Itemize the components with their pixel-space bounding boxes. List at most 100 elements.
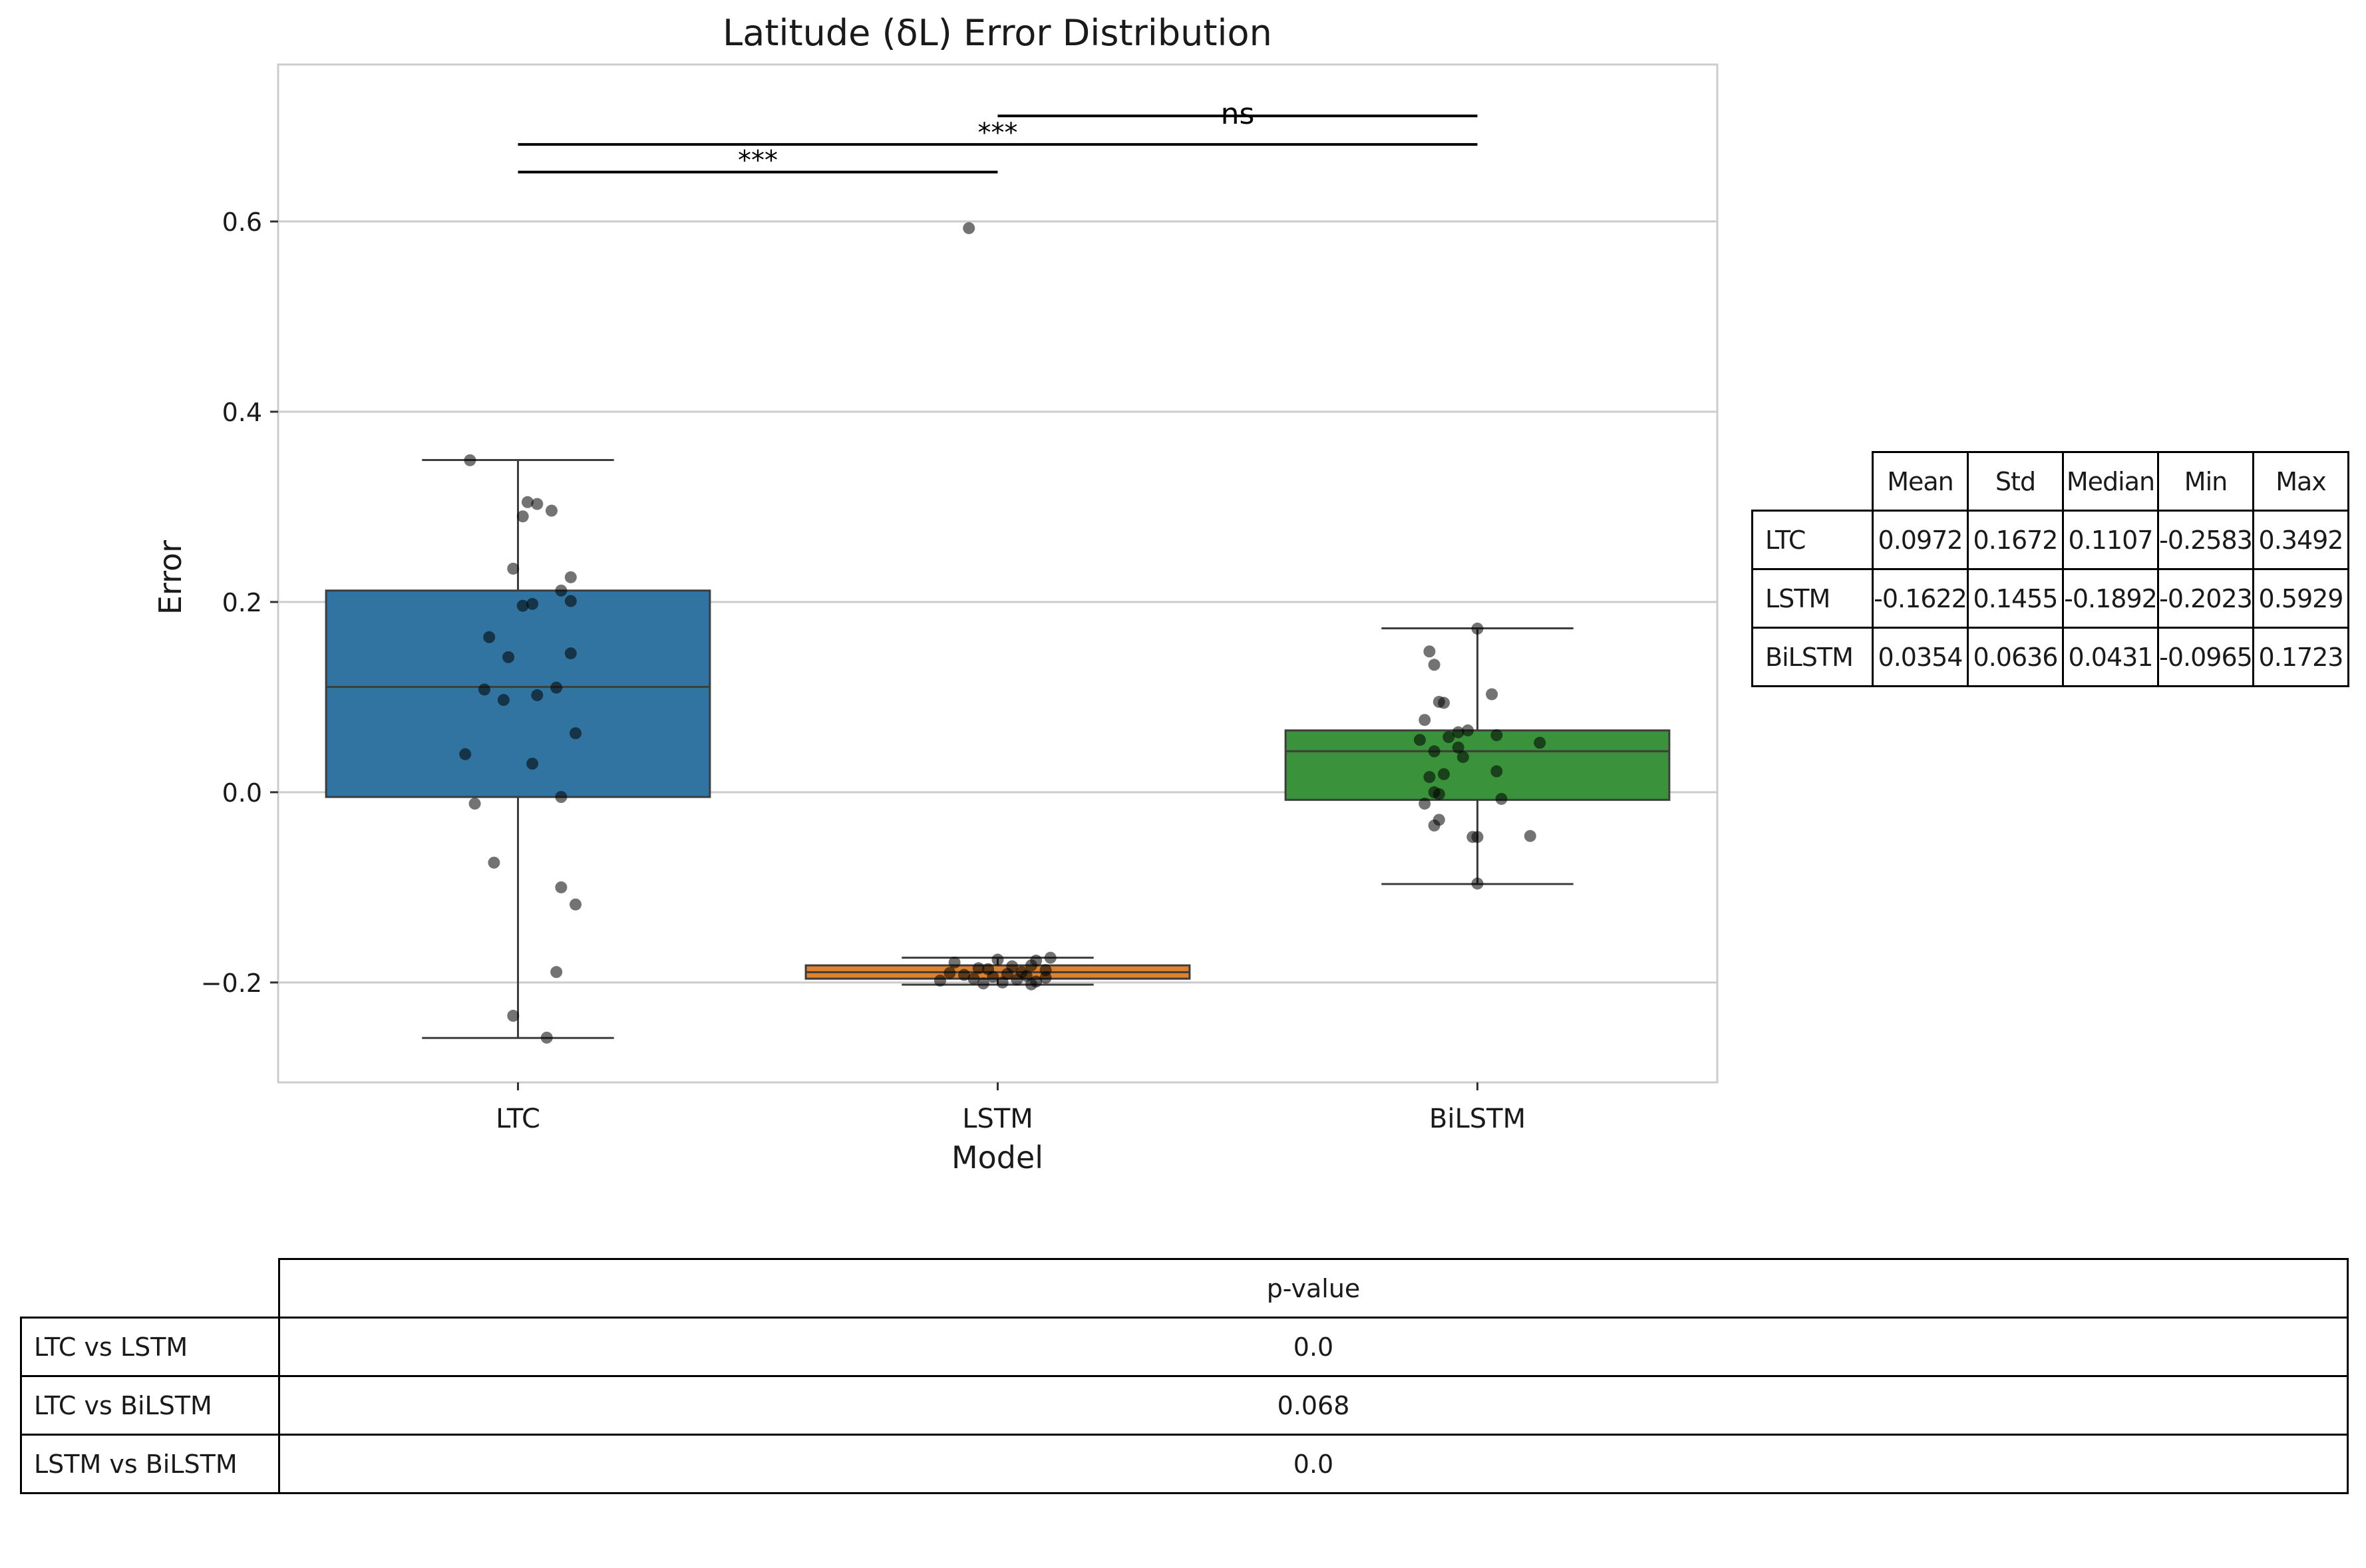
- x-tick-label: LTC: [496, 1104, 540, 1134]
- pvalue-corner-cell: [21, 1259, 280, 1319]
- stats-cell: 0.1672: [1967, 510, 2064, 570]
- stats-cell: -0.1892: [2062, 568, 2159, 629]
- data-point: [555, 881, 568, 893]
- data-point: [948, 956, 961, 969]
- data-point: [526, 597, 539, 610]
- data-point: [1534, 736, 1546, 749]
- data-point: [1442, 730, 1455, 743]
- stats-cell: 0.0636: [1967, 627, 2064, 687]
- data-point: [1423, 771, 1436, 783]
- plot-frame: [277, 63, 1719, 1084]
- y-tick-label: 0.4: [222, 398, 262, 427]
- stats-cell: 0.1455: [1967, 568, 2064, 629]
- stats-row: BiLSTM 0.0354 0.0636 0.0431 -0.0965 0.17…: [1751, 627, 2349, 687]
- box-iqr: [325, 589, 711, 798]
- box-lstm: [804, 957, 1191, 986]
- stats-cell: -0.2023: [2157, 568, 2254, 629]
- data-point: [1428, 745, 1440, 758]
- data-point: [550, 681, 563, 694]
- box-iqr: [1284, 729, 1671, 801]
- significance-label: ns: [1221, 97, 1255, 131]
- data-point: [1428, 819, 1440, 832]
- stats-row-label: BiLSTM: [1751, 627, 1874, 687]
- stats-corner-cell: [1752, 452, 1874, 512]
- significance-annotations: *** *** ns: [518, 97, 1478, 176]
- data-point: [1452, 726, 1464, 738]
- data-point: [555, 584, 568, 597]
- box-ltc: [325, 459, 711, 1039]
- data-point: [972, 962, 985, 975]
- data-point: [1438, 768, 1450, 780]
- stats-header-cell: Std: [1967, 451, 2064, 512]
- chart-title: Latitude (δL) Error Distribution: [723, 12, 1272, 54]
- stats-cell: 0.1107: [2062, 510, 2159, 570]
- pvalue-header-row: p-value: [21, 1258, 2349, 1319]
- data-point: [459, 748, 472, 760]
- data-point: [531, 689, 544, 702]
- data-point: [1490, 765, 1503, 778]
- pvalue-row-label: LSTM vs BiLSTM: [20, 1434, 280, 1494]
- stats-header-cell: Min: [2157, 451, 2254, 512]
- data-point: [1438, 697, 1450, 709]
- data-point: [991, 953, 1004, 966]
- data-point: [570, 898, 582, 911]
- stats-row-label: LTC: [1751, 510, 1874, 570]
- data-point: [1419, 798, 1431, 810]
- x-tick-label: BiLSTM: [1429, 1104, 1526, 1134]
- data-point: [516, 599, 529, 612]
- data-point: [1419, 714, 1431, 726]
- significance-label: ***: [738, 146, 778, 176]
- data-point: [1025, 978, 1037, 991]
- y-tick-label: 0.0: [222, 778, 262, 808]
- x-tick-label: LSTM: [962, 1104, 1033, 1134]
- stats-cell: 0.0431: [2062, 627, 2159, 687]
- data-point: [507, 1009, 520, 1022]
- data-point: [943, 967, 956, 979]
- data-point: [1428, 659, 1440, 671]
- data-point: [1452, 741, 1464, 754]
- data-point: [1486, 688, 1498, 701]
- data-point: [1524, 830, 1536, 842]
- data-point: [507, 562, 520, 575]
- data-point: [516, 510, 529, 523]
- data-point: [540, 1031, 553, 1044]
- data-point: [478, 683, 491, 696]
- data-point: [555, 791, 568, 804]
- data-point: [564, 571, 577, 583]
- y-tick-label: −0.2: [201, 969, 262, 998]
- stats-cell: 0.0354: [1872, 627, 1969, 687]
- data-point: [488, 856, 500, 869]
- data-point: [1039, 971, 1052, 984]
- stats-header-cell: Mean: [1872, 451, 1969, 512]
- data-point: [1456, 750, 1469, 763]
- stats-header-cell: Max: [2252, 451, 2349, 512]
- stats-cell: 0.3492: [2252, 510, 2349, 570]
- stats-table: Mean Std Median Min Max LTC 0.0972 0.167…: [1751, 451, 2349, 687]
- pvalue-cell: 0.068: [278, 1375, 2349, 1436]
- data-point: [1433, 788, 1445, 800]
- data-point: [550, 966, 563, 979]
- pvalue-cell: 0.0: [278, 1317, 2349, 1377]
- data-point: [1471, 622, 1484, 635]
- significance-label: ***: [978, 118, 1018, 148]
- y-axis-label: Error: [152, 540, 188, 615]
- stats-cell: 0.5929: [2252, 568, 2349, 629]
- data-point: [526, 757, 539, 770]
- box-bilstm: [1284, 627, 1671, 885]
- stats-cell: -0.2583: [2157, 510, 2254, 570]
- pvalue-header-cell: p-value: [278, 1258, 2349, 1319]
- data-point: [483, 631, 496, 643]
- data-point: [502, 651, 515, 663]
- data-point: [933, 975, 946, 987]
- pvalue-cell: 0.0: [278, 1434, 2349, 1494]
- stats-cell: -0.1622: [1872, 568, 1969, 629]
- x-axis-label: Model: [951, 1140, 1043, 1176]
- data-point: [1490, 729, 1503, 742]
- pvalue-row-label: LTC vs BiLSTM: [20, 1375, 280, 1436]
- data-point: [996, 976, 1009, 989]
- data-point: [1413, 734, 1426, 746]
- pvalue-row: LTC vs BiLSTM 0.068: [20, 1375, 2349, 1436]
- data-point: [564, 647, 577, 660]
- data-point: [967, 973, 980, 985]
- data-point: [468, 798, 481, 810]
